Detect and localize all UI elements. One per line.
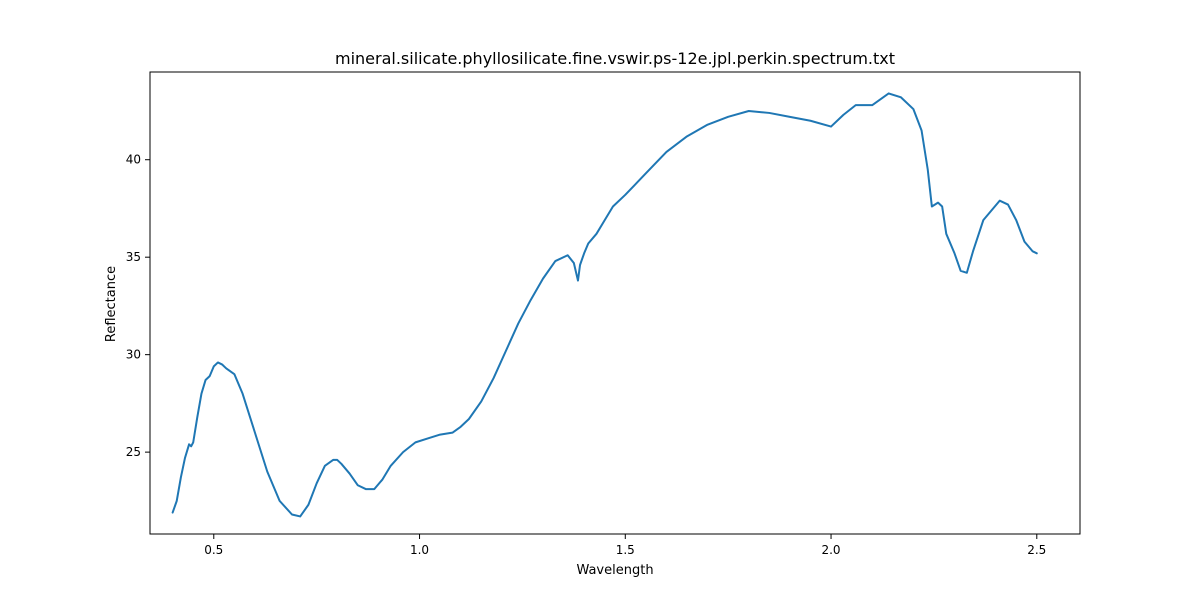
- x-axis-label: Wavelength: [576, 563, 653, 578]
- plot-area: 0.5 1.0 1.5 2.0 2.5 25 30 35 40: [126, 71, 1081, 557]
- series-line-0: [171, 92, 1038, 518]
- y-axis-label: Reflectance: [104, 266, 119, 342]
- y-tick-label: 35: [126, 250, 141, 264]
- x-tick-label: 0.5: [204, 543, 223, 557]
- axes-frame: [149, 71, 1081, 535]
- y-tick-label: 25: [126, 445, 141, 459]
- x-tick-label: 1.0: [410, 543, 429, 557]
- x-tick-label: 1.5: [616, 543, 635, 557]
- y-tick-label: 40: [126, 153, 141, 167]
- x-tick-label: 2.0: [821, 543, 840, 557]
- chart-title: mineral.silicate.phyllosilicate.fine.vsw…: [335, 49, 895, 68]
- y-tick-label: 30: [126, 348, 141, 362]
- x-tick-label: 2.5: [1027, 543, 1046, 557]
